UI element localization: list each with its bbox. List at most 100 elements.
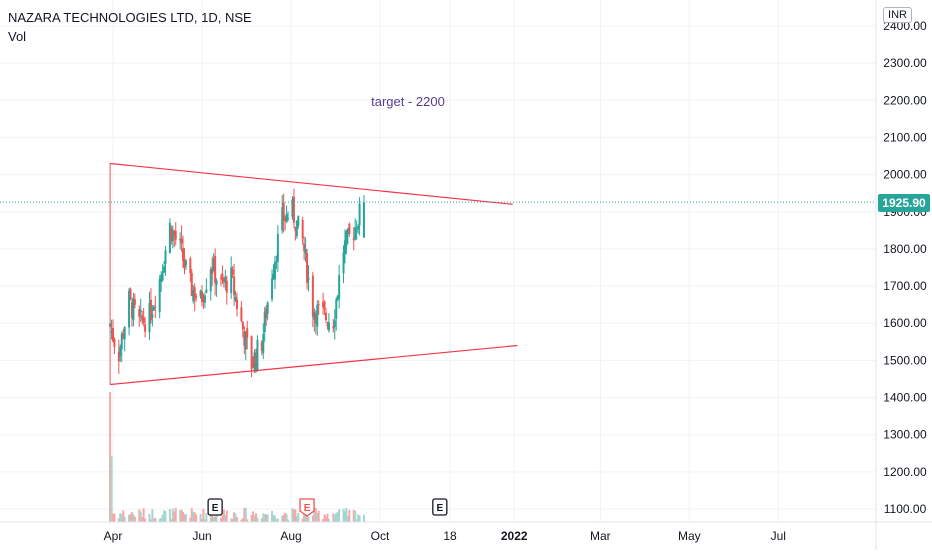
time-tick-label: 18 xyxy=(443,529,457,543)
volume-bar xyxy=(323,514,326,522)
volume-bar xyxy=(345,507,348,522)
time-tick-label: May xyxy=(678,529,701,543)
volume-bar xyxy=(284,512,287,522)
candle-body xyxy=(195,295,198,298)
time-tick-label: Apr xyxy=(104,529,123,543)
volume-bar xyxy=(297,512,300,522)
candle-body xyxy=(326,323,329,327)
trendline-upper[interactable] xyxy=(110,162,513,205)
candle-body xyxy=(295,220,298,237)
earnings-badge[interactable]: E xyxy=(207,498,223,516)
candle-body xyxy=(250,336,253,370)
trendline-lower[interactable] xyxy=(110,344,518,386)
candle-body xyxy=(211,268,214,274)
volume-bar xyxy=(112,513,114,522)
candle-body xyxy=(174,230,177,240)
candle-body xyxy=(138,308,141,317)
candle-body xyxy=(183,258,186,268)
earnings-badge[interactable]: E xyxy=(432,498,448,516)
candle-body xyxy=(311,275,314,317)
volume-indicator-label[interactable]: Vol xyxy=(8,29,27,44)
candle-body xyxy=(304,248,307,254)
volume-bar xyxy=(343,511,346,522)
candle-body xyxy=(244,331,247,350)
volume-bar xyxy=(352,509,355,522)
volume-bar xyxy=(266,514,269,522)
candle-body xyxy=(234,296,237,301)
candle-body xyxy=(152,306,155,311)
trendlines[interactable] xyxy=(110,162,518,386)
volume-bar xyxy=(357,514,360,522)
candle-body xyxy=(215,280,218,285)
candle-body xyxy=(179,238,182,241)
candle-body xyxy=(252,364,255,367)
volume-bar xyxy=(123,516,126,522)
time-tick-label: Mar xyxy=(590,529,611,543)
candle-body xyxy=(287,218,290,220)
volume-bar xyxy=(129,514,132,522)
volume-bar xyxy=(301,518,304,522)
candle-body xyxy=(222,278,225,283)
price-axis[interactable]: 2400.002300.002200.002100.002000.001900.… xyxy=(875,0,927,550)
candle-body xyxy=(303,243,306,252)
candle-body xyxy=(345,231,348,247)
candle-body xyxy=(313,312,316,320)
price-tick-label: 1500.00 xyxy=(883,353,927,367)
volume-bar xyxy=(119,512,122,522)
volume-bar xyxy=(234,513,237,522)
volume-bar xyxy=(336,511,339,522)
volume-bar xyxy=(342,508,345,522)
candle-body xyxy=(281,207,284,231)
candle-body xyxy=(325,312,328,321)
currency-badge[interactable]: INR xyxy=(883,7,912,23)
last-price-label: 1925.90 xyxy=(878,194,930,212)
volume-bar xyxy=(130,511,133,522)
volume-bar xyxy=(327,518,330,522)
time-axis[interactable]: Apr Jun Aug Oct 18 2022 Mar May Jul xyxy=(0,521,932,543)
volume-bar xyxy=(183,514,186,522)
candle-body xyxy=(352,238,355,240)
candle-body xyxy=(160,274,163,282)
volume-bar xyxy=(240,519,243,522)
candle-body xyxy=(129,289,132,298)
volume-bar xyxy=(195,514,198,522)
volume-bar xyxy=(314,507,317,522)
candle-body xyxy=(110,331,113,333)
candle-body xyxy=(291,199,294,217)
candle-body xyxy=(297,215,300,226)
volume-bar xyxy=(224,514,227,522)
volume-bar xyxy=(338,509,341,522)
volume-bar xyxy=(253,515,256,522)
candle-body xyxy=(285,213,288,222)
volume-bar xyxy=(322,519,325,522)
candle-body xyxy=(219,278,222,280)
volume-bar xyxy=(252,511,255,522)
candle-body xyxy=(266,302,269,314)
candle-body xyxy=(190,273,193,296)
target-annotation[interactable]: target - 2200 xyxy=(371,94,445,109)
volume-bar xyxy=(179,510,182,522)
volume-bar xyxy=(362,514,365,522)
volume-bar xyxy=(221,515,224,522)
candle-body xyxy=(241,321,244,330)
symbol-title[interactable]: NAZARA TECHNOLOGIES LTD, 1D, NSE xyxy=(8,10,252,25)
earnings-badge-label: E xyxy=(304,503,311,514)
volume-bar xyxy=(285,514,288,522)
volume-bar xyxy=(355,519,358,522)
candle-body xyxy=(163,266,166,273)
candle-body xyxy=(284,217,287,221)
candle-body xyxy=(333,320,336,328)
candle-body xyxy=(149,299,152,321)
volume-bar xyxy=(158,518,161,522)
volume-bar xyxy=(291,508,294,522)
price-tick-label: 1400.00 xyxy=(883,391,927,405)
earnings-badge[interactable]: E xyxy=(299,498,315,517)
candle-body xyxy=(276,234,279,262)
candle-body xyxy=(184,260,187,266)
volume-bar xyxy=(168,509,171,522)
candle-body xyxy=(314,314,317,324)
price-tick-label: 2200.00 xyxy=(883,93,927,107)
